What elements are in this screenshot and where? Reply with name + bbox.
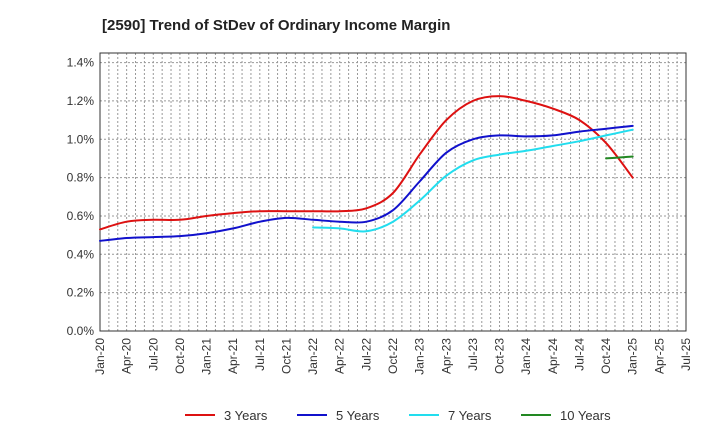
series-line-7-years	[312, 128, 634, 233]
x-tick-label: Jul-24	[572, 338, 586, 371]
x-tick-label: Jan-20	[93, 338, 107, 375]
y-tick-label: 0.4%	[67, 247, 95, 261]
y-axis: 0.0% 0.2% 0.4% 0.6% 0.8% 1.0% 1.2% 1.4%	[67, 56, 95, 338]
y-tick-label: 1.4%	[67, 56, 95, 70]
chart-title: [2590] Trend of StDev of Ordinary Income…	[102, 17, 450, 34]
y-tick-label: 0.2%	[67, 286, 95, 300]
x-tick-label: Oct-22	[386, 338, 400, 374]
x-tick-label: Jul-21	[253, 338, 267, 371]
x-tick-label: Jan-25	[626, 338, 640, 375]
legend: 3 Years 5 Years 7 Years 10 Years	[185, 408, 611, 423]
x-tick-label: Jul-25	[679, 338, 693, 371]
x-tick-label: Apr-20	[120, 338, 134, 374]
legend-label-5-years: 5 Years	[336, 408, 380, 423]
x-tick-label: Oct-20	[173, 338, 187, 374]
x-tick-label: Oct-24	[599, 338, 613, 374]
series-line-5-years	[99, 124, 634, 242]
legend-label-10-years: 10 Years	[560, 408, 611, 423]
y-tick-label: 1.2%	[67, 94, 95, 108]
x-tick-label: Apr-21	[226, 338, 240, 374]
x-tick-label: Jan-23	[413, 338, 427, 375]
x-tick-label: Jul-20	[146, 338, 160, 371]
series-lines	[99, 95, 634, 242]
x-tick-label: Jul-22	[359, 338, 373, 371]
legend-label-7-years: 7 Years	[448, 408, 492, 423]
x-tick-label: Jan-22	[306, 338, 320, 375]
legend-label-3-years: 3 Years	[224, 408, 268, 423]
x-tick-label: Oct-21	[279, 338, 293, 374]
x-tick-label: Apr-23	[439, 338, 453, 374]
y-tick-label: 0.6%	[67, 209, 95, 223]
plot-border	[99, 52, 687, 332]
y-tick-label: 0.8%	[67, 171, 95, 185]
x-tick-label: Jan-24	[519, 338, 533, 375]
y-tick-label: 1.0%	[67, 132, 95, 146]
x-tick-label: Oct-23	[493, 338, 507, 374]
x-axis: Jan-20 Apr-20 Jul-20 Oct-20 Jan-21 Apr-21 Jul-…	[93, 338, 693, 375]
series-line-3-years	[99, 95, 634, 231]
x-tick-label: Apr-25	[652, 338, 666, 374]
x-tick-label: Jul-23	[466, 338, 480, 371]
x-tick-label: Jan-21	[200, 338, 214, 375]
y-tick-label: 0.0%	[67, 324, 95, 338]
series-line-10-years	[605, 155, 634, 160]
x-tick-label: Apr-24	[546, 338, 560, 374]
x-tick-label: Apr-22	[333, 338, 347, 374]
